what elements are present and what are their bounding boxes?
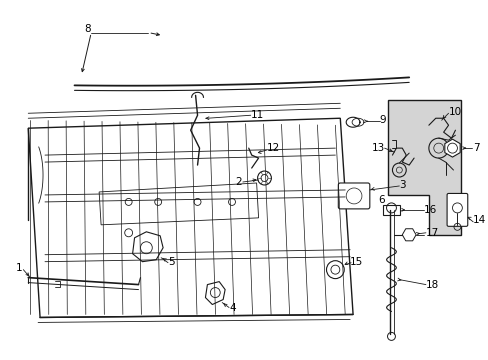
Text: 6: 6: [377, 195, 384, 205]
Text: 10: 10: [447, 107, 461, 117]
Text: 8: 8: [84, 24, 91, 33]
Text: 4: 4: [228, 302, 235, 312]
Text: 14: 14: [472, 215, 486, 225]
Text: 13: 13: [370, 143, 384, 153]
Text: 3: 3: [399, 180, 405, 190]
Text: 7: 7: [472, 143, 479, 153]
Text: 12: 12: [266, 143, 279, 153]
Circle shape: [326, 261, 344, 279]
Text: 1: 1: [16, 263, 22, 273]
Polygon shape: [387, 100, 460, 235]
Text: 17: 17: [425, 228, 438, 238]
Polygon shape: [402, 229, 415, 241]
Text: 2: 2: [235, 177, 242, 187]
Text: 9: 9: [379, 115, 386, 125]
Polygon shape: [444, 139, 459, 157]
Text: 11: 11: [250, 110, 264, 120]
Text: 5: 5: [168, 257, 174, 267]
FancyBboxPatch shape: [446, 193, 467, 226]
Text: 16: 16: [423, 205, 436, 215]
FancyBboxPatch shape: [338, 183, 369, 209]
Text: 15: 15: [349, 257, 363, 267]
Text: 18: 18: [425, 280, 438, 289]
